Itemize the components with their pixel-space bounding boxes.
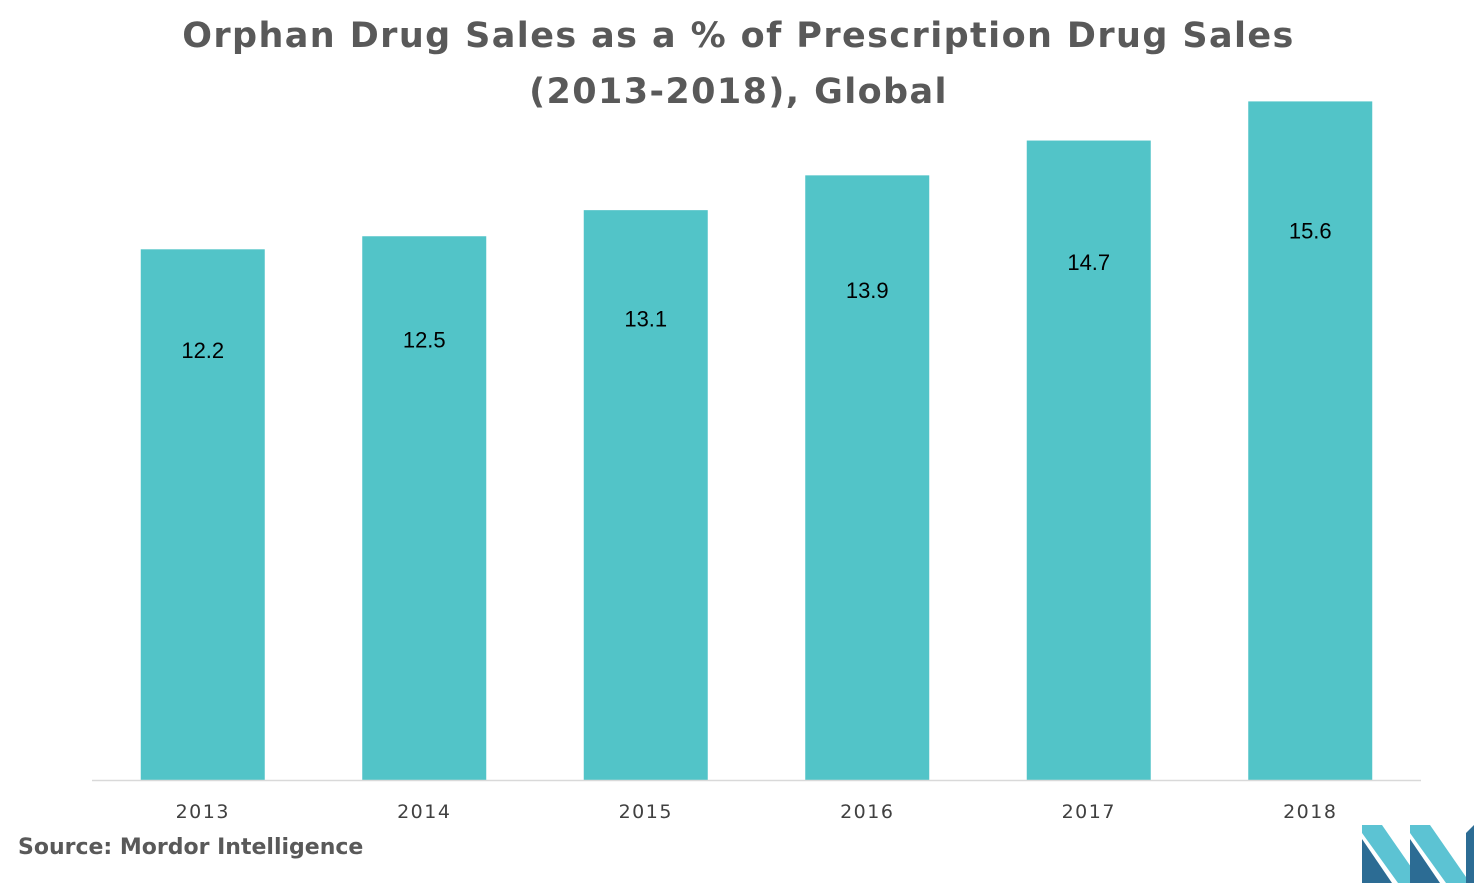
x-tick-label-2017: 2017 <box>1062 801 1116 823</box>
data-label-2018: 15.6 <box>1289 218 1332 243</box>
source-note: Source: Mordor Intelligence <box>18 835 364 860</box>
data-label-2015: 13.1 <box>624 306 667 331</box>
chart-title-line-2: (2013-2018), Global <box>529 72 948 112</box>
bar-2016 <box>805 175 930 781</box>
mordor-intelligence-logo <box>1362 825 1474 883</box>
data-label-2016: 13.9 <box>846 278 889 303</box>
bar-2013 <box>140 249 265 781</box>
data-label-2017: 14.7 <box>1067 250 1110 275</box>
data-label-2014: 12.5 <box>403 328 446 353</box>
x-tick-label-2018: 2018 <box>1283 801 1337 823</box>
bar-2015 <box>583 210 708 780</box>
x-tick-label-2015: 2015 <box>619 801 673 823</box>
bar-2017 <box>1026 140 1151 781</box>
chart-title: Orphan Drug Sales as a % of Prescription… <box>0 8 1477 120</box>
bar-2018 <box>1248 101 1373 780</box>
x-tick-label-2016: 2016 <box>840 801 894 823</box>
data-label-2013: 12.2 <box>181 338 224 363</box>
bar-2014 <box>362 236 487 780</box>
x-tick-label-2013: 2013 <box>176 801 230 823</box>
chart-title-line-1: Orphan Drug Sales as a % of Prescription… <box>182 16 1295 56</box>
x-tick-label-2014: 2014 <box>397 801 451 823</box>
